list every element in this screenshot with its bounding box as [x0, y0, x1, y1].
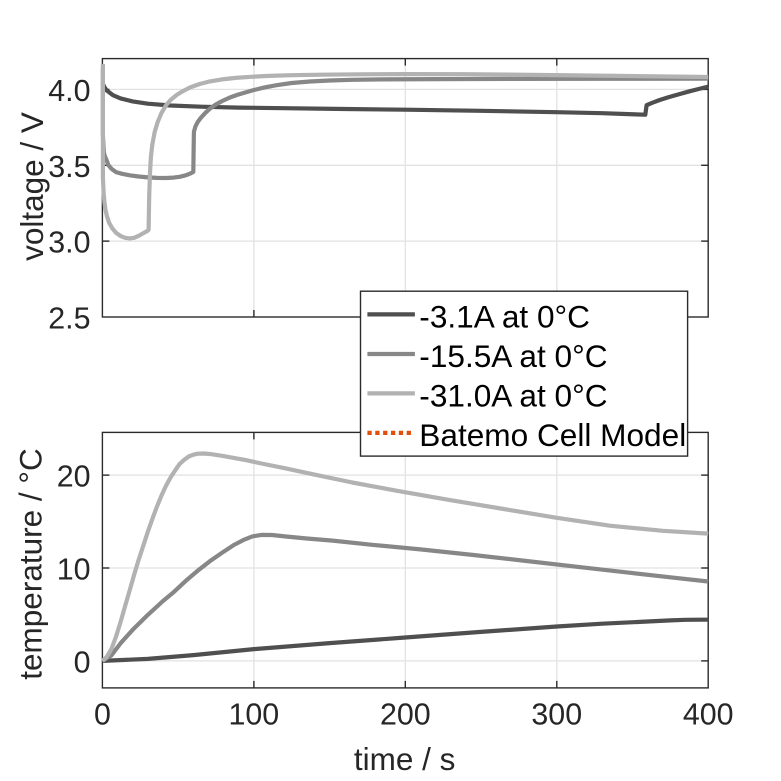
svg-text:20: 20 [57, 460, 91, 494]
svg-text:0: 0 [94, 697, 111, 731]
svg-text:-3.1A at 0°C: -3.1A at 0°C [419, 298, 590, 334]
svg-text:300: 300 [531, 697, 582, 731]
svg-text:-15.5A at 0°C: -15.5A at 0°C [419, 338, 607, 374]
svg-text:400: 400 [683, 697, 734, 731]
svg-text:100: 100 [228, 697, 279, 731]
svg-text:4.0: 4.0 [48, 74, 90, 108]
svg-text:10: 10 [57, 553, 91, 587]
svg-text:200: 200 [380, 697, 431, 731]
svg-text:voltage / V: voltage / V [14, 112, 50, 261]
svg-text:-31.0A at 0°C: -31.0A at 0°C [419, 377, 607, 413]
svg-text:temperature / °C: temperature / °C [13, 448, 49, 679]
svg-text:2.5: 2.5 [48, 302, 90, 336]
svg-text:3.0: 3.0 [48, 226, 90, 260]
svg-text:3.5: 3.5 [48, 150, 90, 184]
svg-text:0: 0 [74, 645, 91, 679]
svg-text:time / s: time / s [354, 741, 456, 777]
svg-text:Batemo Cell Model: Batemo Cell Model [419, 417, 686, 453]
